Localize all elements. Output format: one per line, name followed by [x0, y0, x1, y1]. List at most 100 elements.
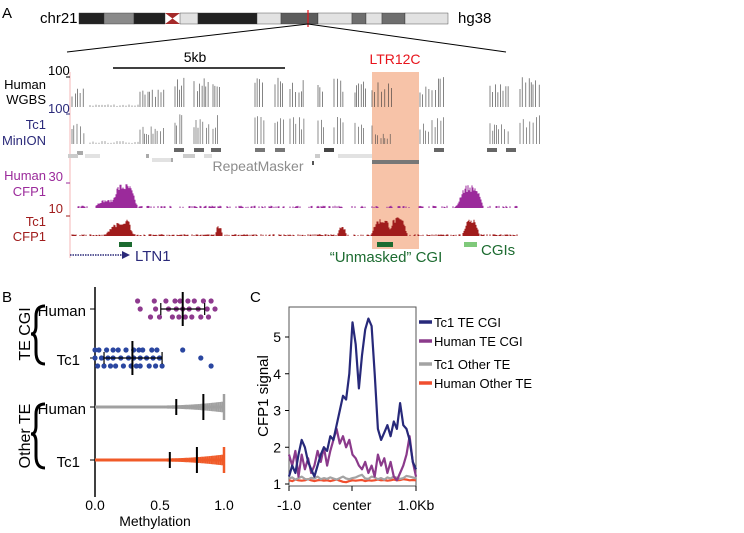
- ideogram-band: [78, 12, 105, 25]
- legend-label: Tc1 TE CGI: [434, 315, 501, 330]
- b-data-point: [176, 314, 182, 320]
- repeatmasker-element: [183, 154, 195, 158]
- b-data-point: [149, 347, 155, 353]
- b-row-label: Tc1: [57, 352, 80, 369]
- b-data-point: [120, 363, 126, 369]
- repeatmasker-element: [152, 158, 172, 162]
- track-name-line1: Human: [4, 168, 46, 183]
- zoom-line-right: [307, 23, 507, 53]
- repeatmasker-element: [506, 148, 516, 152]
- b-data-point: [104, 347, 110, 353]
- track-human-cfp1-label: 30 Human CFP1: [4, 168, 63, 199]
- track-max: 100: [48, 101, 70, 116]
- track-name-line1: Tc1: [26, 214, 46, 229]
- track-tc1-cfp1-label: 10 Tc1 CFP1: [13, 201, 63, 244]
- zoom-line-left: [66, 23, 309, 53]
- b-data-point: [146, 363, 152, 369]
- brace-other-te-icon: [30, 402, 46, 470]
- repeatmasker-element: [85, 154, 100, 158]
- b-row-label: Human: [38, 303, 86, 320]
- track-name-line2: CFP1: [13, 184, 46, 199]
- b-data-point: [198, 355, 204, 361]
- panel-label-b: B: [2, 289, 12, 306]
- b-data-point: [180, 347, 186, 353]
- b-data-point: [208, 363, 214, 369]
- repeatmasker-element: [211, 148, 221, 152]
- b-row-label: Human: [38, 401, 86, 418]
- track-tc1-minion-label: 100 Tc1 MinION: [2, 101, 70, 148]
- b-data-point: [92, 347, 98, 353]
- unmasked-cgi-label: “Unmasked” CGI: [330, 249, 443, 266]
- repeatmasker-element: [275, 148, 285, 152]
- b-data-point: [189, 314, 195, 320]
- ideogram-band: [179, 12, 199, 25]
- ltr12c-label: LTR12C: [369, 51, 420, 67]
- b-group-label: Other TE: [17, 404, 34, 469]
- b-data-point: [137, 306, 143, 312]
- cgi-block: [119, 242, 132, 247]
- b-data-point: [212, 306, 218, 312]
- b-data-point: [156, 314, 163, 320]
- c-legend: Tc1 TE CGI Human TE CGI Tc1 Other TE Hum…: [434, 315, 532, 391]
- c-series-line: [287, 427, 418, 482]
- b-data-point: [191, 298, 197, 304]
- ideogram-band: [133, 12, 166, 25]
- ideogram-band: [365, 12, 383, 25]
- b-data-point: [133, 363, 139, 369]
- b-data-point: [140, 347, 146, 353]
- repeatmasker-element: [174, 148, 184, 152]
- track-max: 10: [49, 201, 63, 216]
- repeatmasker-element: [324, 148, 334, 152]
- b-group-label: TE CGI: [17, 307, 34, 360]
- ideogram-band: [317, 12, 353, 25]
- centromere-icon: [165, 13, 180, 24]
- repeatmasker-element: [487, 148, 497, 152]
- b-data-point: [169, 314, 175, 320]
- b-data-point: [153, 363, 159, 369]
- b-xtick-label: 0.5: [150, 497, 170, 513]
- brace-te-cgi-icon: [30, 304, 46, 366]
- b-data-point: [113, 363, 119, 369]
- b-data-point: [96, 347, 102, 353]
- b-data-point: [92, 355, 98, 361]
- cgis-label: CGIs: [481, 242, 515, 259]
- track-name-line1: Tc1: [26, 117, 46, 132]
- track-name-line2: MinION: [2, 133, 46, 148]
- repeatmasker-element: [312, 161, 314, 165]
- ideogram-band: [103, 12, 135, 25]
- ideogram-band: [256, 12, 282, 25]
- repeatmasker-element: [194, 148, 204, 152]
- b-data-point: [137, 363, 143, 369]
- panel-c-linechart: CFP1 signal -1.0 center 1.0Kb Tc1 TE CGI…: [255, 306, 532, 513]
- panel-label-a: A: [2, 5, 12, 22]
- repeatmasker-element: [77, 151, 83, 155]
- c-xtick-label: 1.0Kb: [398, 497, 435, 513]
- chromosome-ideogram: [78, 10, 449, 27]
- browser-tracks: [66, 76, 540, 236]
- b-data-point: [205, 314, 212, 320]
- b-xtick-label: 0.0: [85, 497, 105, 513]
- repeatmasker-element: [68, 154, 78, 158]
- c-ytick-label: 5: [273, 329, 281, 345]
- legend-label: Human TE CGI: [434, 334, 523, 349]
- ideogram-band: [404, 12, 449, 25]
- repeatmasker-element: [255, 148, 265, 152]
- b-data-point: [95, 363, 101, 369]
- panel-b-dotplot: Methylation 0.0 0.5 1.0 Human Tc1 Human …: [17, 287, 234, 529]
- b-data-point: [135, 298, 141, 304]
- ltn1-gene-label: LTN1: [135, 248, 171, 265]
- repeatmasker-label: RepeatMasker: [212, 158, 303, 174]
- b-data-point: [177, 298, 183, 304]
- b-data-point: [115, 347, 121, 353]
- b-data-point: [163, 298, 169, 304]
- ideogram-band: [280, 12, 319, 25]
- b-data-point: [98, 355, 105, 361]
- c-series-line: [288, 478, 417, 484]
- assembly-label: hg38: [458, 10, 491, 27]
- ideogram-band: [197, 12, 258, 25]
- cgi-block-light: [464, 242, 477, 247]
- repeatmasker-element: [372, 160, 419, 164]
- repeatmasker-element: [434, 148, 444, 152]
- track-name-line2: WGBS: [6, 92, 46, 107]
